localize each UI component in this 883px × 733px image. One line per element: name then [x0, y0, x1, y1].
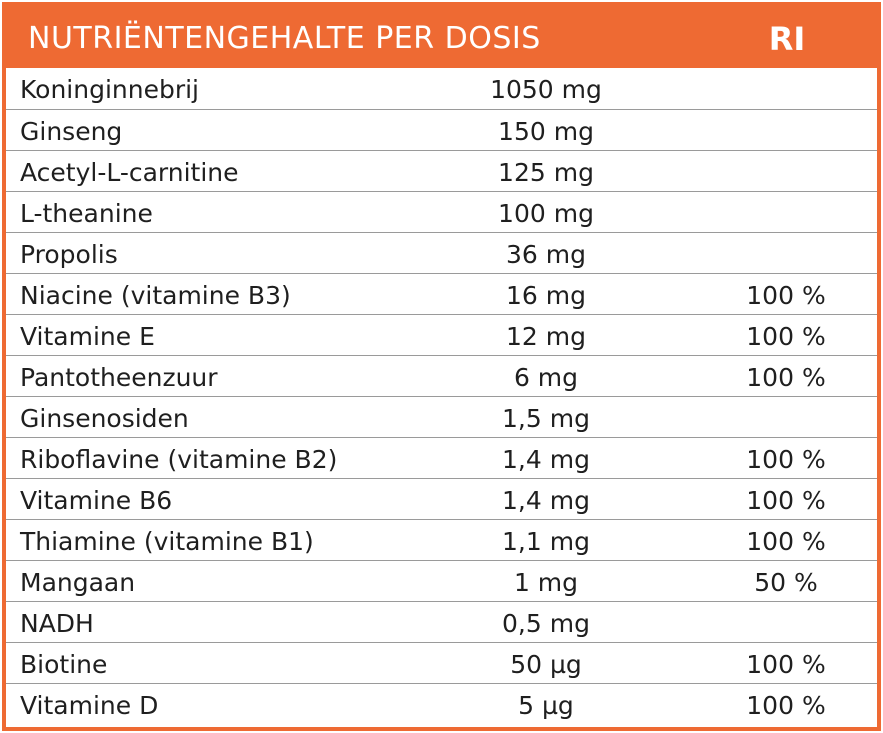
nutrient-amount: 12 mg — [506, 322, 586, 351]
nutrient-name: Ginsenosiden — [20, 404, 189, 433]
nutrient-amount: 1 mg — [513, 568, 579, 597]
nutrient-name: Vitamine E — [20, 322, 155, 351]
header-ri: RI — [768, 20, 806, 58]
nutrient-amount: 1050 mg — [490, 75, 602, 104]
nutrient-name: Ginseng — [20, 117, 123, 146]
nutrient-amount: 1,4 mg — [502, 486, 590, 515]
nutrient-name: Thiamine (vitamine B1) — [20, 527, 314, 556]
table-row: Mangaan 1 mg 50 % — [6, 560, 877, 601]
nutrient-amount: 36 mg — [506, 240, 586, 269]
nutrient-ri: 100 % — [746, 322, 826, 351]
table-row: Vitamine D 5 µg 100 % — [6, 683, 877, 724]
nutrient-ri — [696, 233, 876, 273]
table-row: NADH 0,5 mg — [6, 601, 877, 642]
table-row: Biotine 50 µg 100 % — [6, 642, 877, 683]
nutrient-ri: 100 % — [746, 281, 826, 310]
nutrient-name: Biotine — [20, 650, 108, 679]
table-row: Vitamine E 12 mg 100 % — [6, 314, 877, 355]
nutrient-amount: 5 µg — [518, 691, 574, 720]
table-row: Pantotheenzuur 6 mg 100 % — [6, 355, 877, 396]
nutrient-ri: 100 % — [746, 486, 826, 515]
nutrient-amount: 125 mg — [498, 158, 594, 187]
nutrient-ri: 100 % — [746, 527, 826, 556]
table-row: Niacine (vitamine B3) 16 mg 100 % — [6, 273, 877, 314]
nutrient-name: Mangaan — [20, 568, 136, 597]
nutrient-name: NADH — [20, 609, 94, 638]
nutrient-amount: 1,5 mg — [502, 404, 590, 433]
nutrient-name: Pantotheenzuur — [20, 363, 218, 392]
nutrient-ri: 50 % — [754, 568, 818, 597]
nutrient-ri — [696, 151, 876, 191]
nutrient-ri — [696, 397, 876, 437]
nutrient-name: Acetyl-L-carnitine — [20, 158, 239, 187]
nutrient-amount: 6 mg — [513, 363, 579, 392]
table-row: L-theanine 100 mg — [6, 191, 877, 232]
table-row: Ginseng 150 mg — [6, 109, 877, 150]
table-row: Acetyl-L-carnitine 125 mg — [6, 150, 877, 191]
nutrient-name: L-theanine — [20, 199, 153, 228]
nutrient-amount: 100 mg — [498, 199, 594, 228]
nutrient-name: Propolis — [20, 240, 118, 269]
nutrient-ri — [696, 192, 876, 232]
nutrient-name: Riboflavine (vitamine B2) — [20, 445, 338, 474]
nutrient-amount: 0,5 mg — [502, 609, 590, 638]
nutrient-amount: 1,4 mg — [502, 445, 590, 474]
nutrient-name: Vitamine B6 — [20, 486, 173, 515]
nutrient-name: Koninginnebrij — [20, 75, 200, 104]
nutrient-amount: 150 mg — [498, 117, 594, 146]
nutrient-ri: 100 % — [746, 363, 826, 392]
table-row: Ginsenosiden 1,5 mg — [6, 396, 877, 437]
nutrient-ri: 100 % — [746, 650, 826, 679]
nutrient-amount: 50 µg — [510, 650, 582, 679]
nutrient-name: Niacine (vitamine B3) — [20, 281, 291, 310]
header-title: NUTRIËNTENGEHALTE PER DOSIS — [28, 21, 541, 56]
table-row: Thiamine (vitamine B1) 1,1 mg 100 % — [6, 519, 877, 560]
table-row: Koninginnebrij 1050 mg — [6, 68, 877, 109]
nutrient-ri: 100 % — [746, 445, 826, 474]
nutrient-amount: 16 mg — [506, 281, 586, 310]
table-row: Vitamine B6 1,4 mg 100 % — [6, 478, 877, 519]
table-body: Koninginnebrij 1050 mg Ginseng 150 mg Acetyl… — [6, 68, 877, 724]
table-header: NUTRIËNTENGEHALTE PER DOSIS RI — [6, 6, 877, 68]
nutrient-name: Vitamine D — [20, 691, 159, 720]
nutrient-amount: 1,1 mg — [502, 527, 590, 556]
nutrient-ri — [696, 602, 876, 642]
nutrient-ri — [696, 68, 876, 109]
table-row: Propolis 36 mg — [6, 232, 877, 273]
table-row: Riboflavine (vitamine B2) 1,4 mg 100 % — [6, 437, 877, 478]
nutrient-ri — [696, 110, 876, 150]
nutrient-ri: 100 % — [746, 691, 826, 720]
